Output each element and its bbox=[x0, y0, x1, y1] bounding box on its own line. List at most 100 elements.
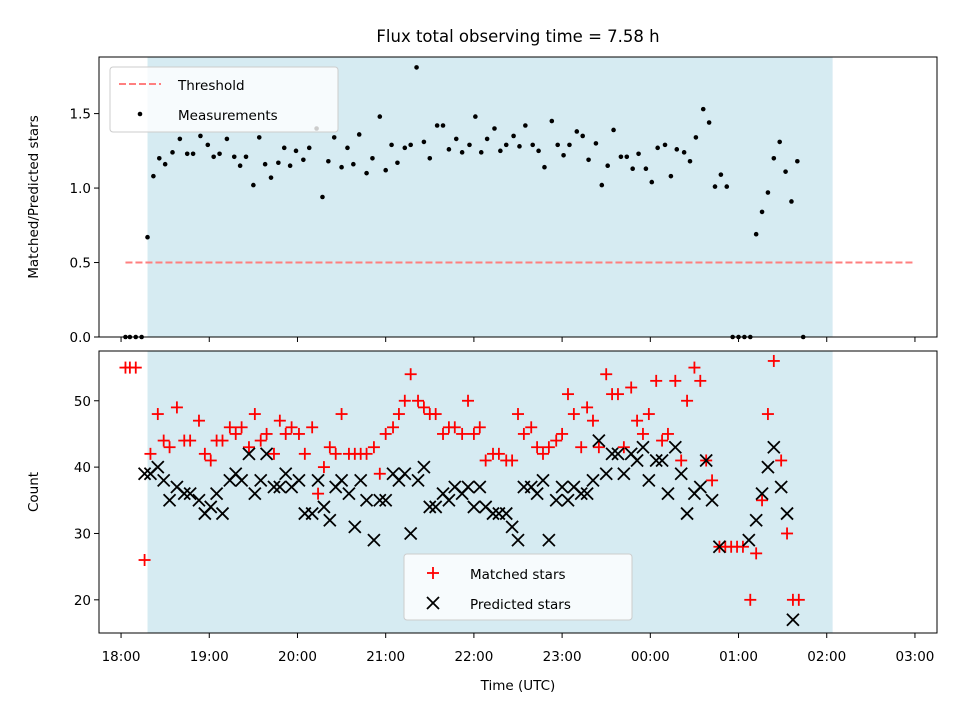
matched-star-point bbox=[669, 374, 682, 387]
matched-star-point bbox=[675, 454, 688, 467]
predicted-star-point bbox=[311, 473, 325, 488]
measurement-point bbox=[231, 154, 237, 160]
legend-predicted-swatch bbox=[426, 596, 440, 610]
measurement-point bbox=[151, 173, 156, 179]
y-tick-label: 40 bbox=[74, 460, 91, 476]
matched-star-point bbox=[512, 408, 524, 421]
measurement-point bbox=[700, 106, 706, 112]
measurement-point bbox=[427, 155, 433, 161]
x-tick-label: 22:00 bbox=[454, 649, 493, 665]
measurement-point bbox=[523, 123, 528, 128]
measurement-point bbox=[320, 194, 325, 200]
matched-star-point bbox=[736, 540, 749, 553]
predicted-star-point bbox=[137, 467, 152, 481]
matched-star-point bbox=[636, 427, 649, 440]
matched-star-point bbox=[279, 427, 292, 440]
x-tick-label: 03:00 bbox=[895, 649, 934, 665]
matched-star-point bbox=[631, 414, 644, 427]
matched-star-point bbox=[556, 427, 569, 440]
predicted-star-point bbox=[674, 467, 688, 481]
measurement-point bbox=[586, 157, 591, 163]
predicted-star-point bbox=[234, 473, 249, 488]
bottom-y-axis: 20 30 40 50 bbox=[74, 394, 99, 609]
measurement-point bbox=[356, 132, 362, 137]
measurement-point bbox=[301, 157, 306, 163]
measurement-point bbox=[377, 114, 383, 119]
predicted-star-point bbox=[712, 540, 727, 554]
measurement-point bbox=[383, 167, 388, 173]
matched-star-point bbox=[306, 421, 319, 434]
measurement-point bbox=[177, 136, 183, 142]
measurement-point bbox=[574, 129, 580, 134]
measurement-point bbox=[655, 145, 660, 151]
matched-star-point bbox=[479, 454, 492, 467]
matched-star-point bbox=[229, 427, 242, 440]
measurement-point bbox=[517, 144, 522, 149]
predicted-star-point bbox=[511, 533, 525, 547]
predicted-star-point bbox=[542, 533, 556, 547]
measurement-point bbox=[687, 158, 693, 164]
matched-star-point bbox=[273, 414, 286, 427]
legend-matched-swatch bbox=[427, 567, 439, 579]
y-tick-label: 1.0 bbox=[70, 181, 91, 197]
matched-star-point bbox=[329, 447, 342, 460]
predicted-star-point bbox=[354, 473, 368, 488]
top-y-axis: 0.0 0.5 1.0 1.5 bbox=[70, 107, 99, 346]
predicted-star-point bbox=[486, 506, 500, 521]
matched-star-point bbox=[536, 447, 549, 460]
measurement-point bbox=[364, 170, 369, 176]
matched-star-point bbox=[398, 394, 411, 407]
matched-star-point bbox=[694, 374, 707, 387]
matched-star-point bbox=[761, 408, 774, 421]
matched-star-point bbox=[242, 441, 255, 454]
matched-star-point bbox=[600, 368, 613, 381]
matched-star-point bbox=[581, 401, 594, 414]
matched-star-point bbox=[138, 554, 151, 567]
predicted-star-point bbox=[151, 460, 165, 474]
measurement-point bbox=[503, 142, 509, 148]
predicted-star-point bbox=[204, 500, 218, 514]
matched-star-point bbox=[157, 434, 170, 447]
measurement-point bbox=[205, 142, 211, 148]
matched-star-point bbox=[642, 408, 655, 421]
matched-star-point bbox=[267, 447, 280, 460]
measurement-point bbox=[681, 150, 687, 155]
matched-star-point bbox=[429, 408, 442, 421]
predicted-star-point bbox=[642, 473, 656, 488]
predicted-star-point bbox=[334, 473, 349, 488]
matched-star-point bbox=[192, 414, 205, 427]
predicted-star-point bbox=[177, 487, 191, 501]
measurement-point bbox=[674, 147, 680, 152]
legend-matched-label: Matched stars bbox=[470, 567, 566, 583]
matched-star-point bbox=[360, 447, 373, 460]
predicted-star-point bbox=[215, 506, 230, 521]
chart-title: Flux total observing time = 7.58 h bbox=[376, 27, 659, 46]
predicted-star-point bbox=[555, 480, 569, 494]
bottom-axes-frame bbox=[98, 350, 938, 634]
predicted-star-point bbox=[742, 533, 756, 547]
matched-star-point bbox=[586, 414, 599, 427]
predicted-star-point bbox=[157, 473, 171, 488]
measurement-point bbox=[467, 142, 472, 148]
matched-star-point bbox=[550, 434, 563, 447]
predicted-star-point bbox=[183, 487, 197, 501]
legend-measurements-swatch bbox=[137, 111, 143, 117]
measurement-point bbox=[446, 147, 452, 152]
measurement-point bbox=[712, 184, 718, 189]
bottom-x-axis: 18:00 19:00 20:00 21:00 22:00 23:00 00:00 01:00… bbox=[102, 633, 934, 665]
measurement-point bbox=[217, 151, 222, 157]
matched-star-point bbox=[767, 354, 780, 367]
matched-star-point bbox=[706, 474, 719, 487]
predicted-star-point bbox=[636, 440, 650, 454]
predicted-star-point bbox=[605, 447, 619, 461]
predicted-star-point bbox=[592, 433, 606, 448]
top-legend: Threshold Measurements bbox=[109, 66, 339, 133]
measurement-point bbox=[421, 139, 427, 145]
matched-star-point bbox=[592, 441, 605, 454]
measurement-point bbox=[549, 118, 555, 124]
predicted-star-point bbox=[655, 453, 669, 468]
measurement-point bbox=[345, 145, 350, 151]
predicted-star-point bbox=[367, 533, 381, 547]
predicted-star-point bbox=[373, 493, 387, 507]
matched-star-point bbox=[216, 434, 229, 447]
